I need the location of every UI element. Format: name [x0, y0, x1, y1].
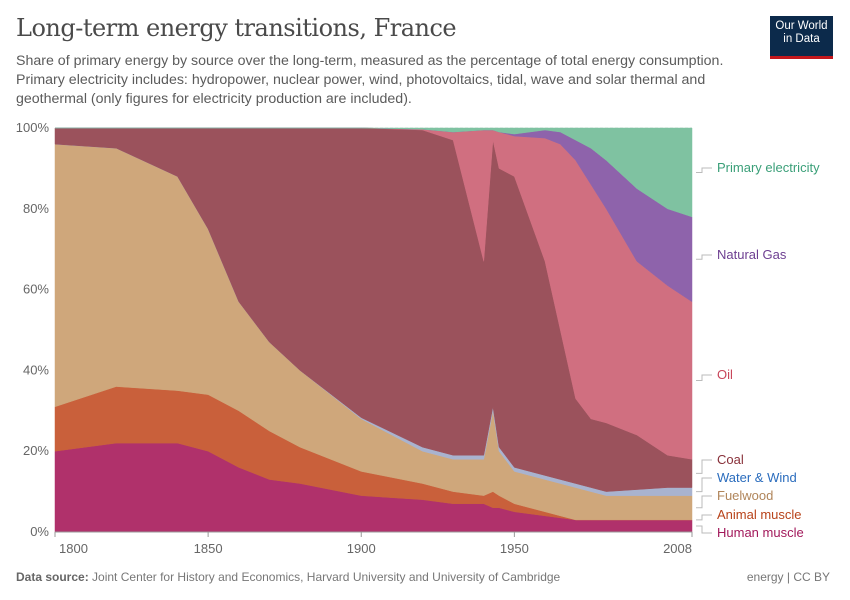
y-tick-label: 40%	[23, 362, 49, 377]
x-tick-label: 1850	[194, 541, 223, 556]
x-tick-label: 1950	[500, 541, 529, 556]
legend-connector	[696, 514, 712, 521]
legend-connector	[696, 459, 712, 474]
legend-label-fuelwood[interactable]: Fuelwood	[717, 488, 773, 503]
legend-connector	[696, 525, 712, 534]
y-tick-label: 80%	[23, 201, 49, 216]
legend-label-oil[interactable]: Oil	[717, 367, 733, 382]
owid-logo[interactable]: Our World in Data	[770, 16, 833, 59]
x-tick-label: 1900	[347, 541, 376, 556]
chart-subtitle: Share of primary energy by source over t…	[16, 53, 724, 107]
logo-line2: in Data	[783, 33, 820, 45]
source-label: Data source:	[16, 570, 89, 584]
chart-title: Long-term energy transitions, France	[16, 14, 457, 42]
legend-connector	[696, 167, 712, 173]
area-primary-electricity	[55, 127, 693, 218]
y-tick-label: 100%	[16, 120, 50, 135]
license[interactable]: energy | CC BY	[746, 570, 830, 584]
y-tick-label: 20%	[23, 443, 49, 458]
data-source: Data source: Joint Center for History an…	[16, 570, 560, 584]
x-tick-label: 1800	[59, 541, 88, 556]
legend-label-human-muscle[interactable]: Human muscle	[717, 525, 804, 540]
legend-connector	[696, 254, 712, 260]
legend-label-animal-muscle[interactable]: Animal muscle	[717, 507, 802, 522]
legend-label-natural-gas[interactable]: Natural Gas	[717, 247, 787, 262]
logo-line1: Our World	[775, 20, 828, 32]
legend-label-primary-electricity[interactable]: Primary electricity	[717, 160, 820, 175]
legend-label-water-wind[interactable]: Water & Wind	[717, 470, 797, 485]
legend-connector	[696, 495, 712, 509]
legend-label-coal[interactable]: Coal	[717, 452, 744, 467]
legend-connector	[696, 374, 712, 381]
y-tick-label: 60%	[23, 282, 49, 297]
legend-connector	[696, 477, 712, 493]
x-tick-label: 2008	[663, 541, 692, 556]
source-text: Joint Center for History and Economics, …	[92, 570, 561, 584]
y-tick-label: 0%	[30, 524, 49, 539]
